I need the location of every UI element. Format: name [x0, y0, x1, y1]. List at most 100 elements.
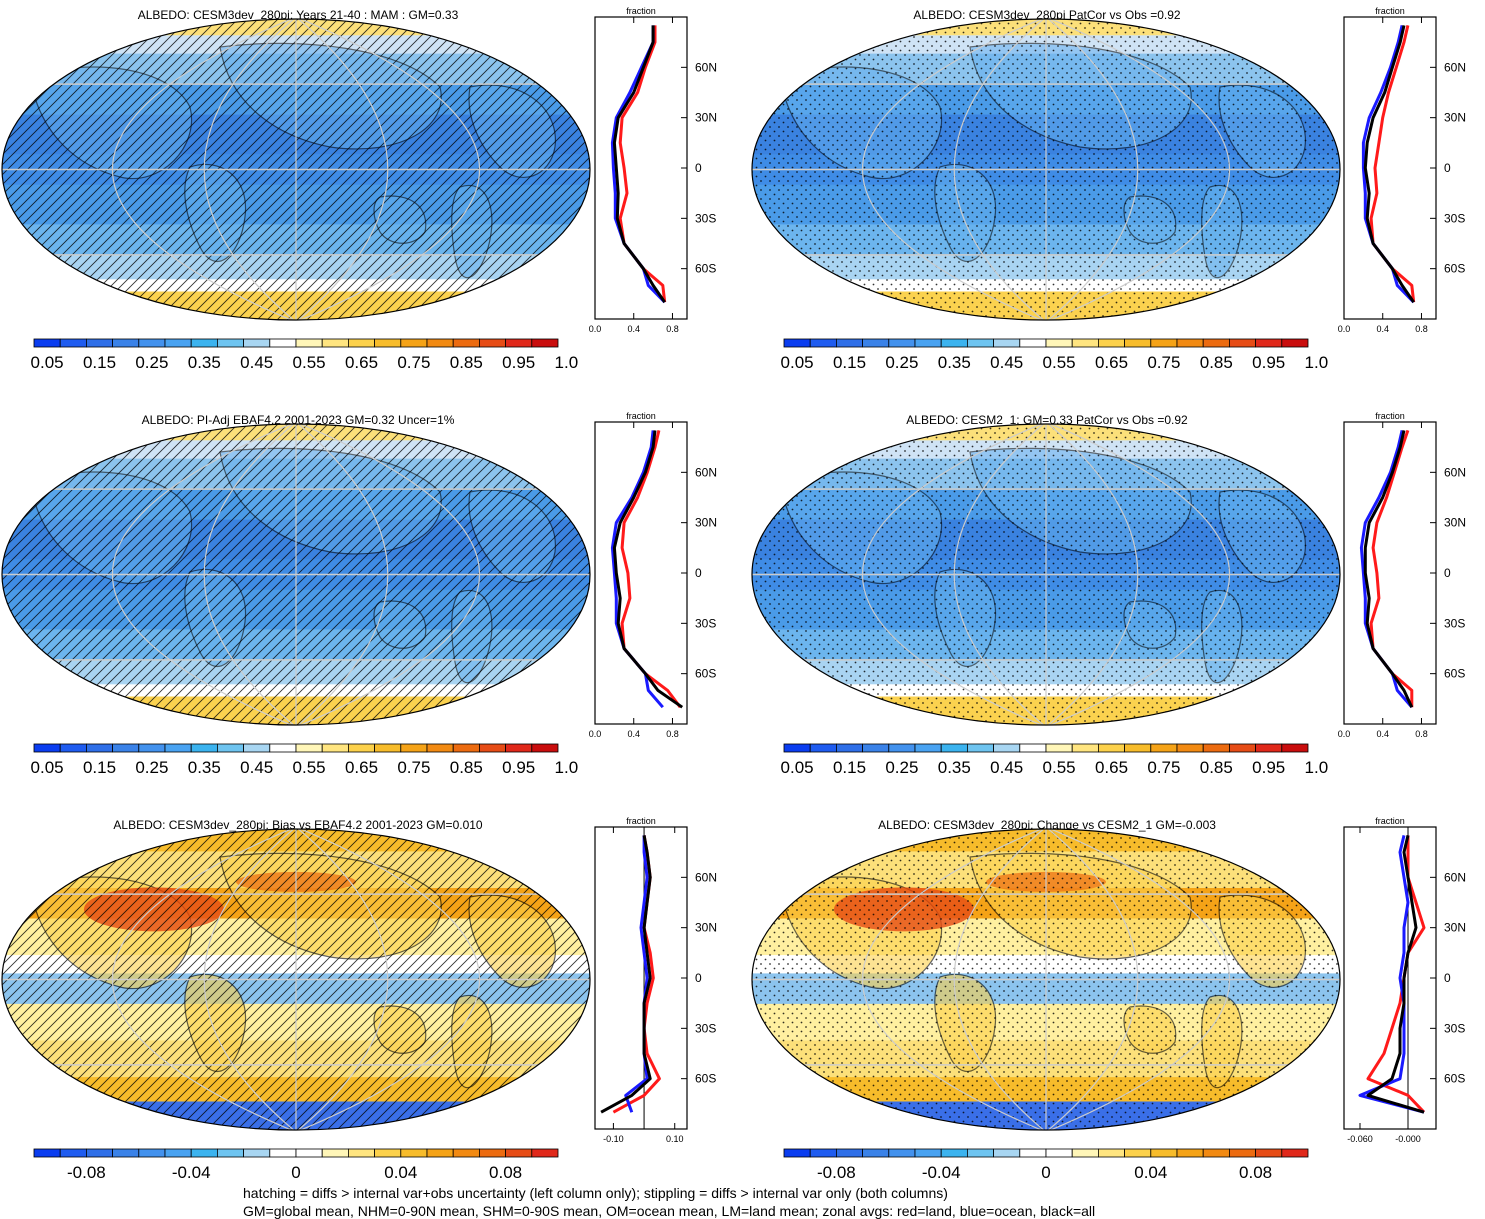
- colorbar-label: 0.85: [450, 758, 483, 777]
- colorbar-swatch: [269, 338, 297, 348]
- zonal-ytick-label: 60S: [695, 1072, 716, 1086]
- colorbar-label: 0.08: [489, 1163, 522, 1182]
- colorbar-swatch: [86, 1148, 114, 1158]
- colorbar-label: 0: [291, 1163, 300, 1182]
- colorbar-swatch: [809, 743, 837, 753]
- zonal-ytick-label: 30S: [1444, 1021, 1465, 1035]
- colorbar-label: 0.55: [293, 758, 326, 777]
- colorbar-label: 0.85: [450, 353, 483, 372]
- colorbar-label: 1.05: [1305, 353, 1328, 372]
- colorbar-swatch: [295, 1148, 323, 1158]
- zonal-axis-label: fraction: [626, 411, 656, 421]
- zonal-mean-panel: fraction 60N 30N 0 30S 60S 0.0 0.4 0.8: [589, 411, 717, 738]
- zonal-xtick-label: -0.060: [1347, 1134, 1373, 1143]
- colorbar-label: 0.65: [1095, 353, 1128, 372]
- colorbar-swatch: [1202, 338, 1230, 348]
- zonal-xtick-label: 0.0: [589, 324, 601, 333]
- colorbar-swatch: [243, 743, 271, 753]
- colorbar-swatch: [216, 743, 244, 753]
- colorbar-swatch: [243, 1148, 271, 1158]
- panel-title: ALBEDO: CESM3dev_280pi: Years 21-40 : MA…: [137, 8, 459, 22]
- colorbar-swatch: [426, 1148, 454, 1158]
- colorbar-label: 0.95: [1252, 758, 1285, 777]
- colorbar-label: 0.75: [1147, 758, 1180, 777]
- colorbar-swatch: [888, 1148, 916, 1158]
- colorbar-swatch: [1045, 1148, 1073, 1158]
- zonal-mean-panel: fraction 60N 30N 0 30S 60S -0.060 -0.000: [1343, 816, 1466, 1143]
- colorbar-swatch: [1202, 743, 1230, 753]
- zonal-ytick-label: 60N: [1444, 465, 1466, 479]
- zonal-ytick-label: 0: [1444, 161, 1451, 175]
- colorbar-swatch: [836, 743, 864, 753]
- colorbar-label: 0.95: [502, 353, 535, 372]
- colorbar: 0.05 0.15 0.25 0.35 0.45 0.55 0.65 0.75 0.85 0.95…: [31, 743, 578, 777]
- colorbar-swatch: [1150, 1148, 1178, 1158]
- zonal-ytick-label: 30N: [695, 921, 717, 935]
- zonal-xtick-label: 0.8: [1415, 729, 1428, 738]
- zonal-line-all: [1366, 835, 1425, 1114]
- colorbar-label: 0.75: [397, 353, 430, 372]
- zonal-ytick-label: 60S: [1444, 667, 1465, 681]
- colorbar-label: 0: [1041, 1163, 1050, 1182]
- panel-title: ALBEDO: CESM3dev_280pi: Change vs CESM2_…: [878, 818, 1216, 832]
- zonal-axis-label: fraction: [1375, 411, 1405, 421]
- colorbar-label: 0.15: [833, 758, 866, 777]
- colorbar-swatch: [966, 1148, 994, 1158]
- colorbar-label: 0.65: [345, 353, 378, 372]
- colorbar-swatch: [505, 1148, 533, 1158]
- colorbar-swatch: [1202, 1148, 1230, 1158]
- colorbar-swatch: [531, 743, 559, 753]
- colorbar-swatch: [112, 1148, 140, 1158]
- colorbar-label: 0.04: [1134, 1163, 1167, 1182]
- colorbar-swatch: [1176, 1148, 1204, 1158]
- colorbar-swatch: [216, 338, 244, 348]
- colorbar-swatch: [1019, 1148, 1047, 1158]
- colorbar-swatch: [888, 338, 916, 348]
- colorbar-swatch: [966, 338, 994, 348]
- zonal-ytick-label: 30S: [695, 616, 716, 630]
- colorbar-swatch: [783, 743, 811, 753]
- colorbar-label: 0.55: [1043, 353, 1076, 372]
- colorbar-swatch: [1097, 1148, 1125, 1158]
- zonal-line-all: [1363, 430, 1414, 708]
- colorbar-swatch: [888, 743, 916, 753]
- colorbar-swatch: [86, 743, 114, 753]
- colorbar-swatch: [505, 743, 533, 753]
- zonal-xtick-label: 0.0: [1338, 324, 1350, 333]
- colorbar-swatch: [1176, 743, 1204, 753]
- colorbar-swatch: [862, 1148, 890, 1158]
- global-map: [1, 18, 591, 321]
- zonal-xtick-label: 0.4: [627, 324, 640, 333]
- colorbar-swatch: [1255, 338, 1283, 348]
- colorbar-swatch: [452, 338, 480, 348]
- colorbar-label: 0.15: [83, 758, 116, 777]
- global-map: [751, 423, 1341, 726]
- panel-title: ALBEDO: CESM3dev_280pi PatCor vs Obs =0.…: [913, 8, 1181, 22]
- colorbar-swatch: [940, 1148, 968, 1158]
- colorbar-label: 0.55: [1043, 758, 1076, 777]
- colorbar-swatch: [478, 1148, 506, 1158]
- colorbar-swatch: [400, 338, 428, 348]
- colorbar-swatch: [452, 1148, 480, 1158]
- colorbar-swatch: [1019, 338, 1047, 348]
- colorbar-swatch: [59, 1148, 87, 1158]
- colorbar-label: 0.35: [188, 353, 221, 372]
- colorbar-swatch: [1255, 1148, 1283, 1158]
- zonal-xtick-label: 0.4: [627, 729, 640, 738]
- colorbar-swatch: [1228, 1148, 1256, 1158]
- colorbar-label: 0.45: [240, 758, 273, 777]
- colorbar-swatch: [138, 338, 166, 348]
- zonal-xtick-label: 0.0: [1338, 729, 1350, 738]
- colorbar-swatch: [374, 338, 402, 348]
- colorbar-label: -0.04: [922, 1163, 961, 1182]
- zonal-ytick-label: 60N: [695, 60, 717, 74]
- colorbar-swatch: [347, 743, 375, 753]
- colorbar-label: 0.75: [1147, 353, 1180, 372]
- zonal-axis-label: fraction: [1375, 6, 1405, 16]
- colorbar-label: 0.05: [781, 758, 814, 777]
- colorbar-swatch: [1255, 743, 1283, 753]
- colorbar-swatch: [862, 338, 890, 348]
- colorbar-label: 0.95: [1252, 353, 1285, 372]
- zonal-mean-panel: fraction 60N 30N 0 30S 60S 0.0 0.4 0.8: [1338, 411, 1466, 738]
- colorbar-swatch: [993, 743, 1021, 753]
